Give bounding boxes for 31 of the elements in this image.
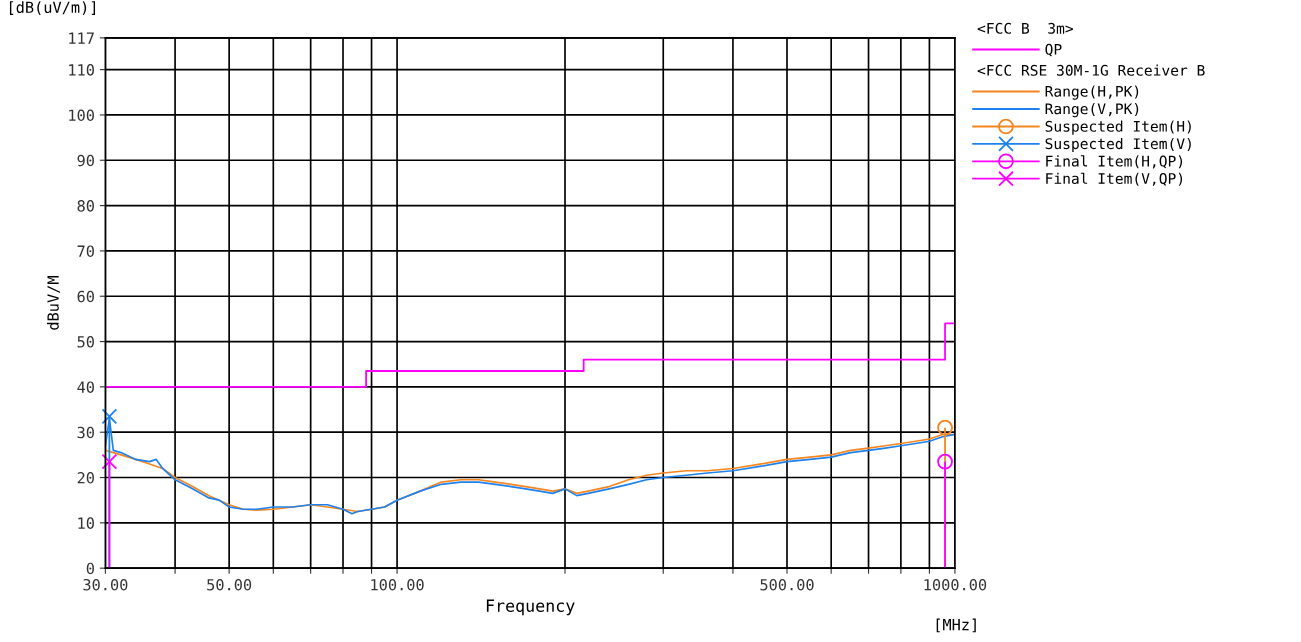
x-tick-label: 1000.00 bbox=[924, 578, 987, 591]
y-axis-title: dBuV/M bbox=[47, 276, 61, 330]
legend-label: Range(V,PK) bbox=[1045, 103, 1139, 118]
y-tick-label: 60 bbox=[77, 290, 94, 303]
x-tick-label: 50.00 bbox=[207, 578, 252, 591]
y-tick-label: 40 bbox=[77, 381, 94, 393]
x-tick-label: 30.00 bbox=[83, 578, 128, 591]
legend-label: QP bbox=[1045, 43, 1062, 57]
y-tick-label: 0 bbox=[86, 562, 94, 575]
legend-label: Range(H,PK) bbox=[1045, 85, 1139, 100]
y-tick-label: 100 bbox=[69, 109, 94, 121]
y-tick-label: 70 bbox=[77, 245, 94, 257]
y-tick-label: 20 bbox=[77, 472, 94, 484]
y-tick-label: 80 bbox=[77, 200, 94, 212]
text: <FCC RSE 30M-1G Receiver B bbox=[977, 64, 1205, 76]
y-tick-label: 110 bbox=[69, 64, 94, 76]
legend-label: Final Item(H,QP) bbox=[1046, 155, 1183, 169]
x-axis-title: Frequency bbox=[486, 599, 575, 616]
text: <FCC B 3m> bbox=[977, 22, 1073, 34]
y-tick-label: 90 bbox=[77, 154, 94, 167]
y-tick-label: 10 bbox=[78, 517, 94, 529]
y-tick-label: 117 bbox=[69, 32, 94, 44]
text: [MHz] bbox=[936, 618, 976, 633]
legend-label: Suspected Item(H) bbox=[1045, 120, 1191, 135]
text: [dB(uV/m)] bbox=[9, 1, 96, 15]
x-tick-label: 500.00 bbox=[760, 578, 814, 591]
legend-label: Suspected Item(V) bbox=[1045, 137, 1191, 153]
x-tick-label: 100.00 bbox=[371, 578, 424, 591]
legend-label: Final Item(V,QP) bbox=[1046, 172, 1183, 186]
y-tick-label: 30 bbox=[77, 426, 94, 439]
y-tick-label: 50 bbox=[77, 336, 94, 348]
